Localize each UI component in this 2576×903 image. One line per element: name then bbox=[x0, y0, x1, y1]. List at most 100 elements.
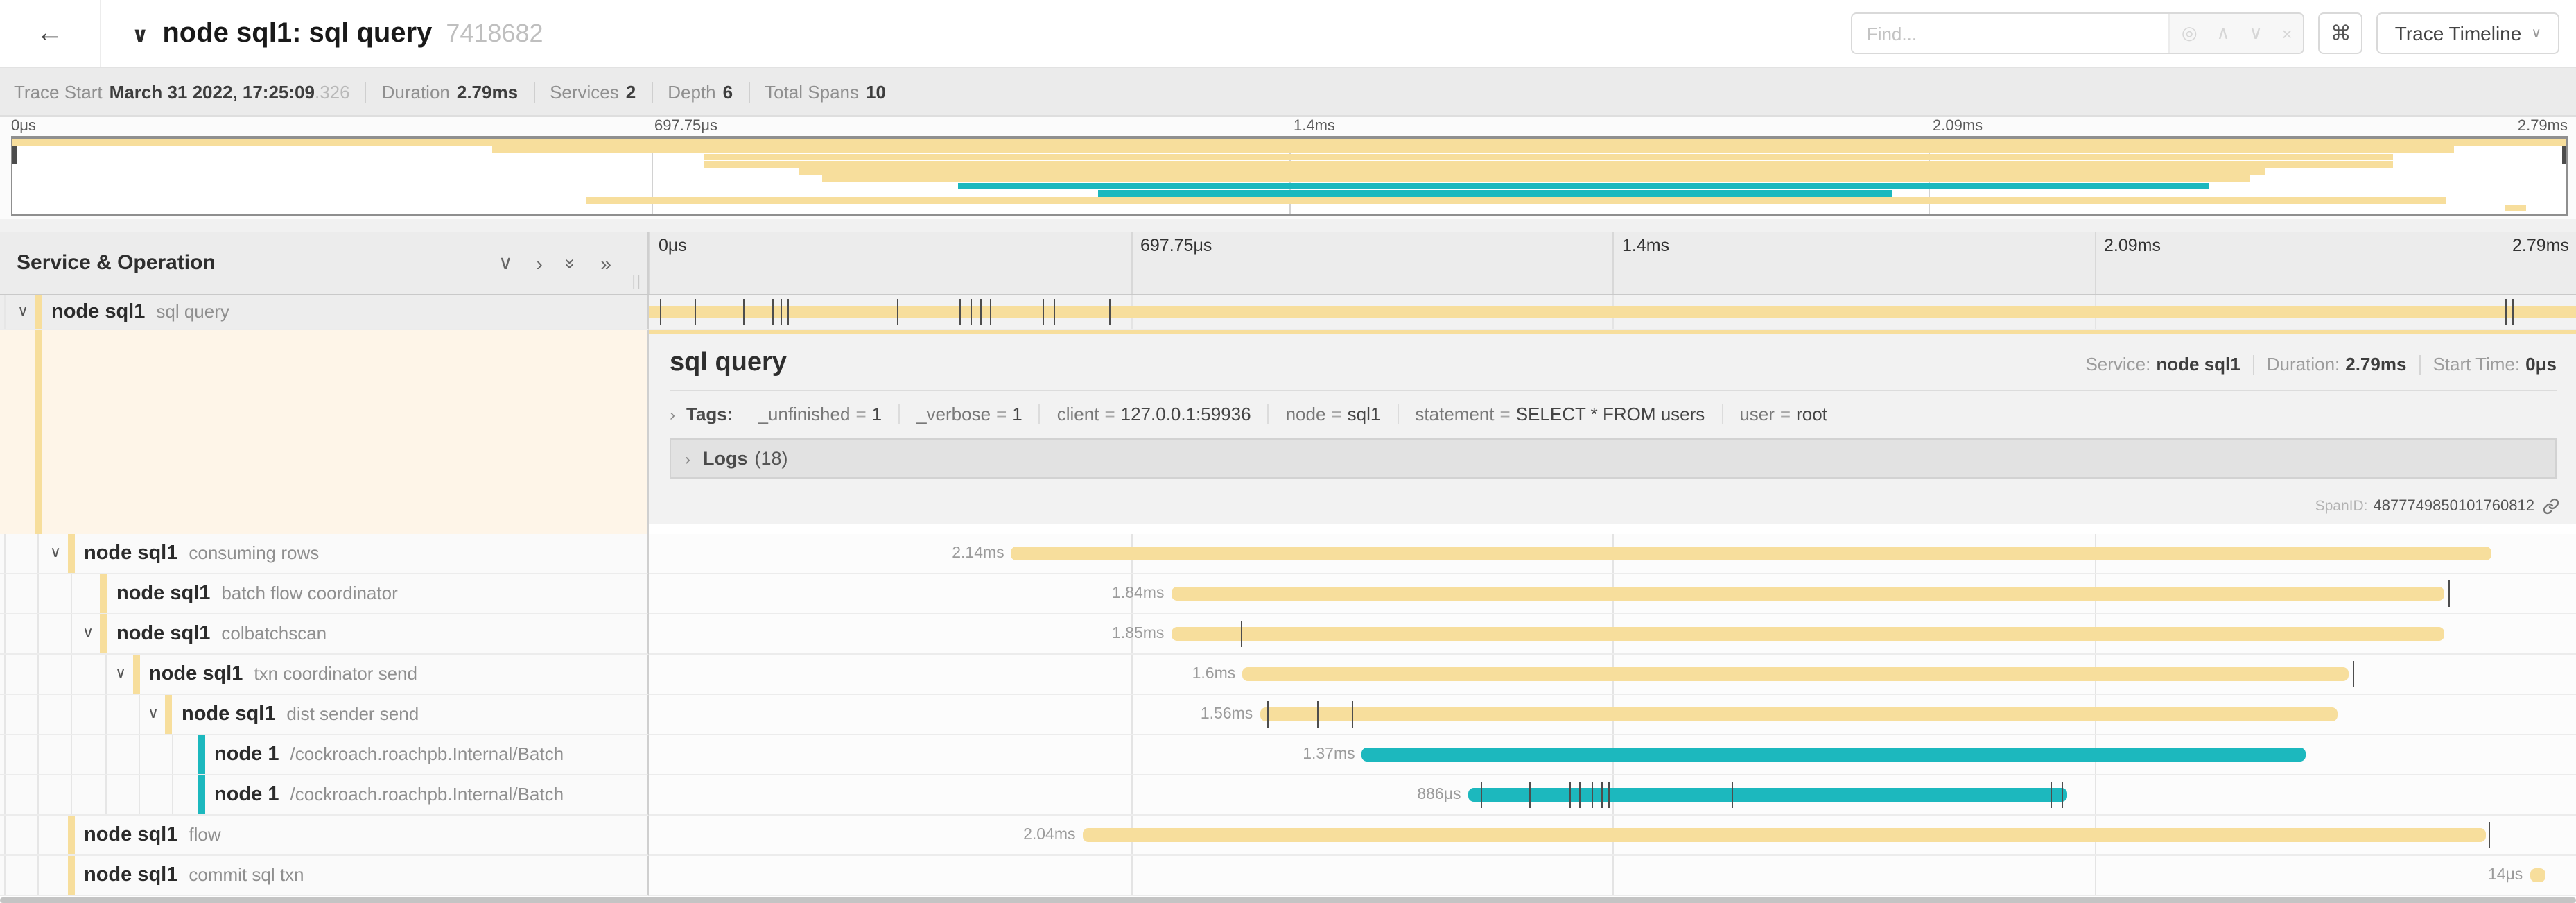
divider bbox=[533, 81, 535, 102]
timeline-gridline bbox=[1131, 655, 1132, 694]
span-timeline-cell[interactable]: 14μs bbox=[649, 856, 2576, 896]
span-bar[interactable] bbox=[1171, 627, 2445, 641]
span-row[interactable]: node sql1 commit sql txn 14μs bbox=[0, 856, 2576, 896]
span-row[interactable]: node sql1 batch flow coordinator 1.84ms bbox=[0, 574, 2576, 614]
span-timeline-cell[interactable]: 1.37ms bbox=[649, 735, 2576, 775]
expand-one-icon[interactable]: › bbox=[536, 252, 543, 274]
logs-count: (18) bbox=[754, 448, 788, 469]
divider bbox=[670, 390, 2557, 391]
span-duration-label: 1.85ms bbox=[1111, 626, 1165, 642]
title-collapse-icon[interactable]: ∨ bbox=[132, 23, 149, 46]
span-name: node 1/cockroach.roachpb.Internal/Batch bbox=[214, 742, 564, 767]
collapse-all-icon[interactable]: » bbox=[560, 257, 583, 268]
span-name-cell[interactable]: ∨ node sql1 sql query bbox=[0, 295, 649, 330]
next-result-icon[interactable]: ∨ bbox=[2249, 22, 2263, 43]
scrollbar-thumb[interactable] bbox=[0, 897, 2576, 903]
span-name-cell[interactable]: node sql1 batch flow coordinator bbox=[0, 574, 649, 614]
span-timeline-cell[interactable]: 2.14ms bbox=[649, 534, 2576, 574]
logs-row[interactable]: › Logs (18) bbox=[670, 438, 2557, 479]
span-name: node sql1 consuming rows bbox=[84, 541, 319, 566]
span-bar[interactable] bbox=[1361, 748, 2306, 762]
axis-tick-label: 2.79ms bbox=[2512, 236, 2569, 255]
axis-tick-label: 697.75μs bbox=[1131, 232, 1612, 294]
minimap-canvas[interactable] bbox=[11, 136, 2568, 216]
tag-item[interactable]: statement = SELECT * FROM users bbox=[1397, 404, 1721, 424]
back-button[interactable]: ← bbox=[0, 0, 101, 67]
service-name: node sql1 bbox=[84, 824, 178, 846]
log-tick bbox=[772, 299, 774, 325]
span-name: node 1/cockroach.roachpb.Internal/Batch bbox=[214, 782, 564, 807]
span-timeline-cell[interactable]: 1.84ms bbox=[649, 574, 2576, 614]
collapse-chevron-icon[interactable]: ∨ bbox=[148, 705, 159, 722]
tag-item[interactable]: client = 127.0.0.1:59936 bbox=[1038, 404, 1268, 424]
span-bar[interactable] bbox=[1082, 828, 2486, 842]
span-row[interactable]: ∨ node sql1 colbatchscan 1.85ms bbox=[0, 614, 2576, 655]
log-tick bbox=[787, 299, 790, 325]
tag-item[interactable]: user = root bbox=[1721, 404, 1844, 424]
span-name-cell[interactable]: ∨ node sql1 consuming rows bbox=[0, 534, 649, 574]
span-name-cell[interactable]: ∨ node sql1 dist sender send bbox=[0, 695, 649, 735]
column-resize-grip[interactable]: || bbox=[632, 275, 642, 290]
minimap-span bbox=[2505, 205, 2526, 212]
tag-item[interactable]: _unfinished = 1 bbox=[741, 404, 898, 424]
keyboard-shortcuts-button[interactable]: ⌘ bbox=[2318, 12, 2363, 54]
span-bar[interactable] bbox=[1171, 587, 2445, 601]
span-name-cell[interactable]: node 1/cockroach.roachpb.Internal/Batch bbox=[0, 775, 649, 816]
link-icon[interactable] bbox=[2543, 498, 2559, 515]
divider bbox=[748, 81, 750, 102]
prev-result-icon[interactable]: ∧ bbox=[2216, 22, 2230, 43]
span-row[interactable]: ∨ node sql1 consuming rows 2.14ms bbox=[0, 534, 2576, 574]
log-tick bbox=[2352, 661, 2354, 687]
span-bar[interactable] bbox=[2530, 868, 2545, 882]
span-timeline-cell[interactable]: 886μs bbox=[649, 775, 2576, 816]
logs-label: Logs bbox=[703, 448, 748, 469]
span-bar[interactable] bbox=[1468, 788, 2068, 802]
span-timeline-cell[interactable]: 1.6ms bbox=[649, 655, 2576, 695]
minimap-scrubber-left[interactable] bbox=[12, 139, 17, 164]
span-row[interactable]: node 1/cockroach.roachpb.Internal/Batch 8… bbox=[0, 775, 2576, 816]
span-name-cell[interactable]: ∨ node sql1 txn coordinator send bbox=[0, 655, 649, 695]
tag-item[interactable]: node = sql1 bbox=[1267, 404, 1398, 424]
expand-all-icon[interactable]: » bbox=[600, 252, 611, 274]
span-bar[interactable] bbox=[1242, 667, 2349, 681]
log-tick bbox=[1317, 701, 1319, 728]
find-input[interactable] bbox=[1852, 14, 2169, 53]
span-timeline-cell[interactable] bbox=[649, 295, 2576, 330]
depth-label: Depth bbox=[668, 81, 716, 102]
span-name-cell[interactable]: node 1/cockroach.roachpb.Internal/Batch bbox=[0, 735, 649, 775]
collapse-one-icon[interactable]: ∨ bbox=[498, 251, 513, 273]
span-name-cell[interactable]: node sql1 commit sql txn bbox=[0, 856, 649, 896]
operation-name: /cockroach.roachpb.Internal/Batch bbox=[290, 743, 564, 764]
minimap-span bbox=[586, 197, 2446, 204]
indent-guide bbox=[37, 655, 40, 694]
indent-guide bbox=[37, 534, 40, 573]
span-bar[interactable] bbox=[649, 306, 2576, 318]
collapse-chevron-icon[interactable]: ∨ bbox=[17, 303, 29, 320]
collapse-chevron-icon[interactable]: ∨ bbox=[115, 665, 127, 682]
horizontal-scrollbar[interactable] bbox=[0, 896, 2576, 903]
span-row[interactable]: node 1/cockroach.roachpb.Internal/Batch 1… bbox=[0, 735, 2576, 775]
span-timeline-cell[interactable]: 1.56ms bbox=[649, 695, 2576, 735]
indent-guide bbox=[4, 695, 6, 734]
view-selector-button[interactable]: Trace Timeline ∨ bbox=[2376, 12, 2559, 54]
span-row[interactable]: ∨ node sql1 txn coordinator send 1.6ms bbox=[0, 655, 2576, 695]
span-bar[interactable] bbox=[1011, 547, 2491, 560]
span-name-cell[interactable]: ∨ node sql1 colbatchscan bbox=[0, 614, 649, 655]
span-bar[interactable] bbox=[1260, 707, 2338, 721]
clear-search-icon[interactable]: × bbox=[2281, 23, 2292, 44]
minimap-scrubber-right[interactable] bbox=[2562, 139, 2566, 164]
span-row[interactable]: ∨ node sql1 dist sender send 1.56ms bbox=[0, 695, 2576, 735]
span-row[interactable]: node sql1 flow 2.04ms bbox=[0, 816, 2576, 856]
service-name: node 1 bbox=[214, 743, 279, 766]
span-detail-panel: sql query Service: node sql1 Duration: 2… bbox=[649, 330, 2576, 524]
locate-icon[interactable]: ◎ bbox=[2181, 22, 2198, 43]
tags-row[interactable]: › Tags: _unfinished = 1 _verbose = 1 client = 12… bbox=[670, 404, 2557, 424]
tag-item[interactable]: _verbose = 1 bbox=[898, 404, 1039, 424]
span-row[interactable]: ∨ node sql1 sql query bbox=[0, 295, 2576, 330]
span-timeline-cell[interactable]: 2.04ms bbox=[649, 816, 2576, 856]
collapse-chevron-icon[interactable]: ∨ bbox=[82, 625, 94, 642]
tag-key: _verbose bbox=[916, 404, 991, 424]
span-timeline-cell[interactable]: 1.85ms bbox=[649, 614, 2576, 655]
collapse-chevron-icon[interactable]: ∨ bbox=[50, 544, 62, 561]
span-name-cell[interactable]: node sql1 flow bbox=[0, 816, 649, 856]
